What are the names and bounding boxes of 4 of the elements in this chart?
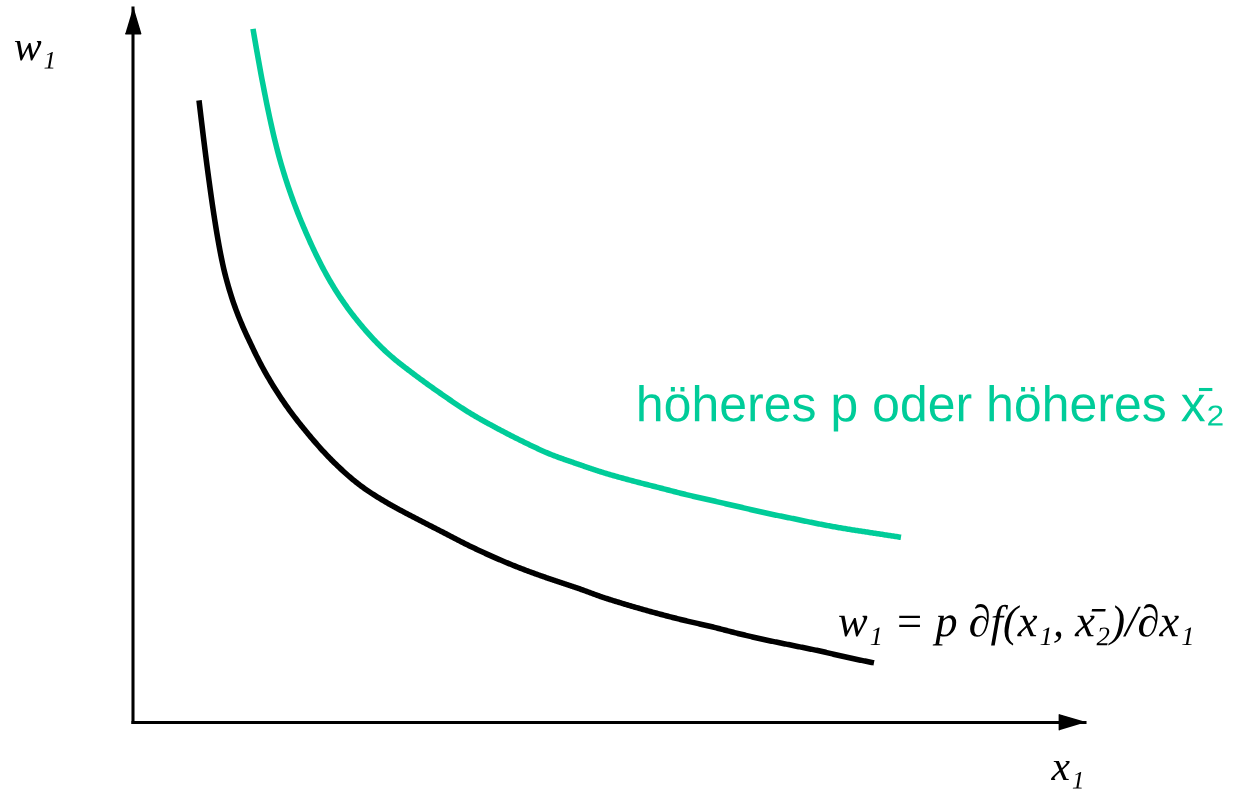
y-axis-title: w₁ [14,40,54,69]
series-label: höheres p oder höheres x̄₂ [639,385,1223,432]
series-label: w₁ = p ∂f(x₁, x̄₂)/∂x₁ [839,604,1192,646]
x-axis-title: x₁ [1051,760,1082,789]
